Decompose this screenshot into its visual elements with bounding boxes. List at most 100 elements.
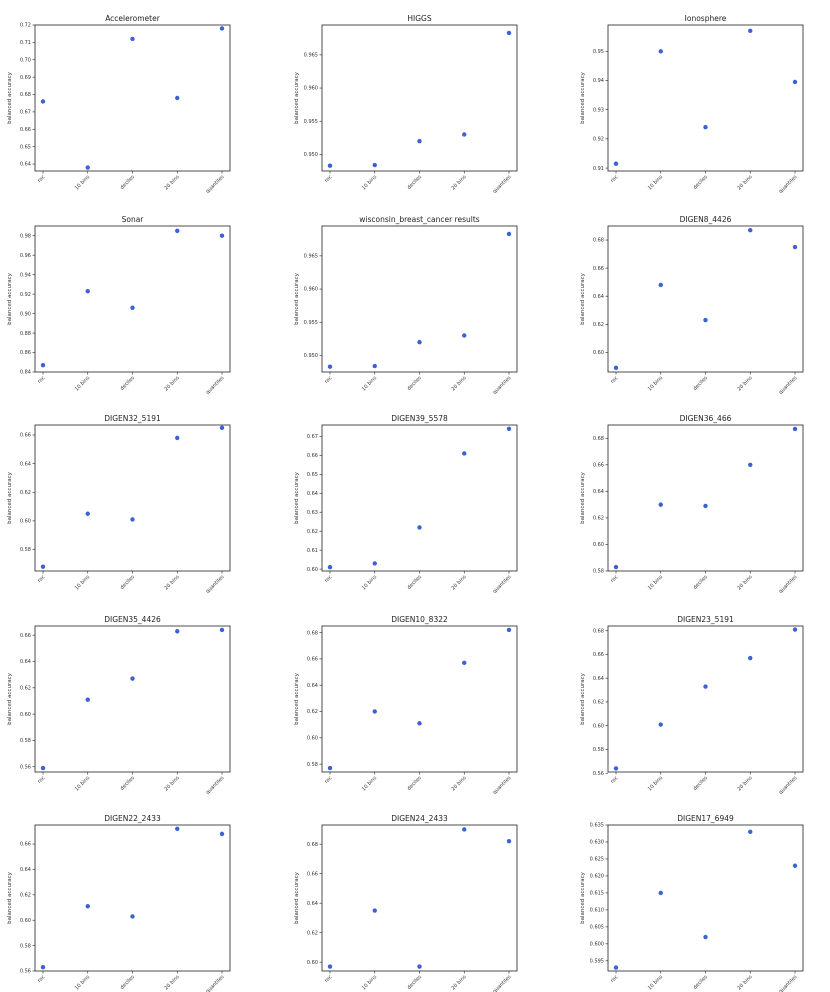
subplot-1: Accelerometer 0.64 0.65 0.66 0.67 0.68 0.69 0.7… <box>7 14 231 195</box>
plot-frame <box>321 625 518 773</box>
x-tick-label: 10 bins <box>361 174 378 191</box>
plot-frame <box>321 24 518 172</box>
x-tick-label: roc <box>324 375 334 385</box>
subplot-7: DIGEN32_5191 0.58 0.60 0.62 0.64 0.66 balanced… <box>7 414 231 595</box>
y-tick-label: 0.60 <box>593 542 604 548</box>
y-tick-label: 0.92 <box>20 292 31 298</box>
data-point <box>417 339 422 345</box>
data-point <box>658 722 663 727</box>
data-point <box>175 228 180 234</box>
data-point <box>219 26 225 31</box>
y-axis-label: balanced accuracy <box>7 471 13 523</box>
x-tick-label: deciles <box>406 174 423 191</box>
y-tick-label: 0.610 <box>590 908 604 914</box>
y-axis-label: balanced accuracy <box>294 471 300 523</box>
plot-frame <box>34 625 231 773</box>
data-point <box>506 30 512 36</box>
data-point <box>613 365 619 370</box>
data-point <box>658 49 663 54</box>
x-tick-label: 10 bins <box>647 574 664 591</box>
x-tick-label: 10 bins <box>361 375 378 392</box>
y-tick-label: 0.955 <box>304 119 318 125</box>
x-tick-label: 20 bins <box>450 574 467 591</box>
data-point <box>327 765 333 771</box>
plot-frame <box>321 824 518 972</box>
y-axis-label: balanced accuracy <box>7 672 13 724</box>
x-tick-label: 20 bins <box>450 174 467 191</box>
data-point <box>417 721 422 726</box>
data-point <box>613 965 619 970</box>
subplot-title: DIGEN17_6949 <box>677 814 734 823</box>
y-tick-label: 0.68 <box>593 628 604 634</box>
data-point <box>792 426 798 432</box>
data-point <box>658 282 663 288</box>
x-tick-label: 10 bins <box>361 974 378 991</box>
y-axis-label: balanced accuracy <box>580 272 586 324</box>
x-tick-label: roc <box>610 574 620 584</box>
y-tick-label: 0.63 <box>307 510 318 516</box>
data-point <box>372 561 377 566</box>
data-point <box>372 162 377 168</box>
y-tick-label: 0.91 <box>593 166 604 172</box>
x-tick-label: 20 bins <box>163 974 180 991</box>
subplot-title: DIGEN8_4426 <box>680 215 732 224</box>
subplot-10: DIGEN35_4426 0.56 0.58 0.60 0.62 0.64 0.66 bala… <box>7 615 231 796</box>
x-tick-label: 20 bins <box>450 775 467 792</box>
y-tick-label: 0.630 <box>590 840 604 846</box>
y-tick-label: 0.950 <box>304 353 318 359</box>
data-point <box>130 517 135 522</box>
x-tick-label: 20 bins <box>163 574 180 591</box>
y-tick-label: 0.88 <box>20 331 31 337</box>
data-point <box>175 95 180 101</box>
y-tick-label: 0.56 <box>20 764 31 770</box>
y-axis-label: balanced accuracy <box>580 471 586 523</box>
data-point <box>506 839 512 844</box>
x-tick-label: quantiles <box>778 574 799 595</box>
y-tick-label: 0.62 <box>307 529 318 535</box>
x-tick-label: deciles <box>406 574 423 591</box>
data-point <box>219 233 225 238</box>
data-point <box>792 244 798 250</box>
y-tick-label: 0.64 <box>307 901 318 907</box>
x-tick-label: 20 bins <box>163 174 180 191</box>
data-point <box>792 627 798 632</box>
data-point <box>130 36 135 42</box>
x-tick-label: 20 bins <box>736 174 753 191</box>
y-tick-label: 0.595 <box>590 959 604 965</box>
subplot-title: DIGEN36_466 <box>680 414 732 423</box>
subplot-title: DIGEN10_8322 <box>391 615 448 624</box>
x-tick-label: deciles <box>692 174 709 191</box>
plot-frame <box>607 625 804 773</box>
y-tick-label: 0.60 <box>20 918 31 924</box>
y-axis-label: balanced accuracy <box>580 672 586 724</box>
y-tick-label: 0.64 <box>593 489 604 495</box>
y-axis-label: balanced accuracy <box>294 871 300 923</box>
x-tick-label: quantiles <box>492 775 513 796</box>
x-tick-label: deciles <box>692 574 709 591</box>
y-tick-label: 0.94 <box>20 272 31 278</box>
x-tick-label: 10 bins <box>647 775 664 792</box>
y-tick-label: 0.62 <box>20 686 31 692</box>
data-point <box>40 765 46 771</box>
y-tick-label: 0.98 <box>20 233 31 239</box>
data-point <box>792 79 798 85</box>
y-tick-label: 0.71 <box>20 40 31 46</box>
y-tick-label: 0.66 <box>20 127 31 133</box>
data-point <box>613 564 619 570</box>
y-tick-label: 0.65 <box>307 472 318 478</box>
data-point <box>175 435 180 441</box>
subplot-title: wisconsin_breast_cancer results <box>359 215 479 224</box>
y-axis-label: balanced accuracy <box>294 272 300 324</box>
subplot-title: Ionosphere <box>685 14 727 23</box>
y-tick-label: 0.92 <box>593 137 604 143</box>
subplot-8: DIGEN39_5578 0.60 0.61 0.62 0.63 0.64 0.65 0.66… <box>294 414 518 595</box>
data-point <box>40 964 46 970</box>
y-axis-label: balanced accuracy <box>580 871 586 923</box>
data-point <box>327 364 333 369</box>
plot-frame <box>607 225 804 373</box>
x-tick-label: deciles <box>692 375 709 392</box>
x-tick-label: roc <box>324 974 334 984</box>
x-tick-label: 10 bins <box>647 174 664 191</box>
y-axis-label: balanced accuracy <box>7 871 13 923</box>
data-point <box>327 964 333 969</box>
